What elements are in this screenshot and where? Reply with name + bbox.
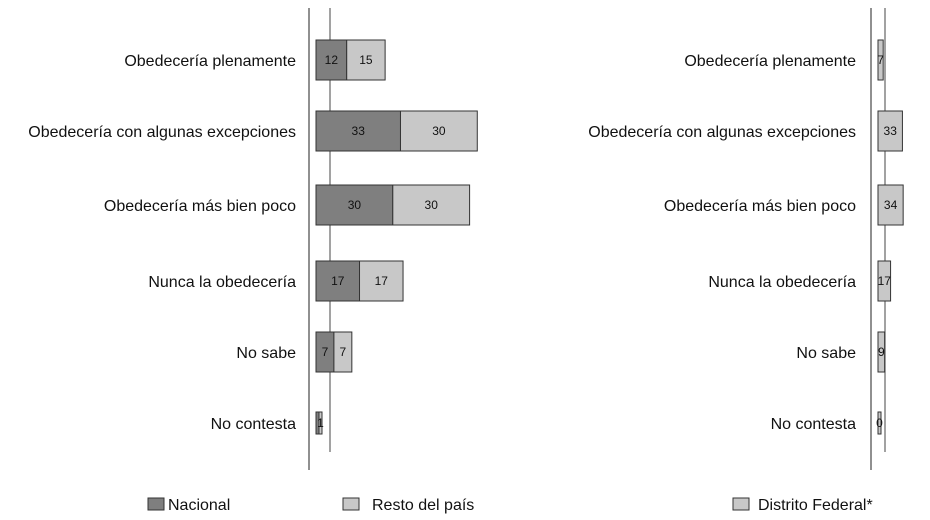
chart-panel-1: Obedecería plenamente 12 15 Obedecería con … bbox=[28, 8, 478, 514]
data-label: 34 bbox=[884, 198, 898, 212]
data-label: 30 bbox=[425, 198, 439, 212]
bar-nacional bbox=[315, 260, 361, 302]
data-label: 17 bbox=[331, 274, 345, 288]
category-label: Obedecería con algunas excepciones bbox=[588, 124, 856, 141]
bar-resto-del-pa-s bbox=[318, 411, 323, 435]
data-label: 30 bbox=[432, 124, 446, 138]
data-label: 9 bbox=[878, 345, 885, 359]
data-label: 7 bbox=[877, 53, 884, 67]
bar-distrito-federal- bbox=[877, 184, 904, 226]
bar-resto-del-pa-s bbox=[333, 331, 353, 373]
bar-nacional bbox=[315, 110, 401, 152]
category-label: Obedecería plenamente bbox=[124, 53, 296, 70]
legend-swatch bbox=[342, 497, 360, 511]
chart-panel-2: Obedecería plenamente 7 Obedecería con alg… bbox=[588, 8, 904, 514]
bar-distrito-federal- bbox=[877, 39, 884, 81]
bar-distrito-federal- bbox=[877, 260, 892, 302]
category-label: No sabe bbox=[796, 345, 856, 362]
legend-swatch bbox=[147, 497, 165, 511]
category-label: Obedecería con algunas excepciones bbox=[28, 124, 296, 141]
category-label: Obedecería más bien poco bbox=[664, 198, 856, 215]
data-label: 1 bbox=[317, 416, 324, 430]
data-label: 33 bbox=[352, 124, 366, 138]
data-label: 7 bbox=[340, 345, 347, 359]
bar-distrito-federal- bbox=[877, 411, 882, 435]
category-label: No contesta bbox=[211, 416, 296, 433]
data-label: 0 bbox=[876, 416, 883, 430]
bar-distrito-federal- bbox=[877, 331, 886, 373]
legend-label: Nacional bbox=[168, 497, 230, 514]
bar-resto-del-pa-s bbox=[346, 39, 386, 81]
category-label: Obedecería más bien poco bbox=[104, 198, 296, 215]
category-label: No sabe bbox=[236, 345, 296, 362]
legend-swatch bbox=[732, 497, 750, 511]
data-label: 7 bbox=[322, 345, 329, 359]
data-label: 33 bbox=[884, 124, 898, 138]
data-label: 30 bbox=[348, 198, 362, 212]
bar-distrito-federal- bbox=[877, 110, 903, 152]
data-label: 12 bbox=[325, 53, 339, 67]
category-label: Obedecería plenamente bbox=[684, 53, 856, 70]
legend-label: Distrito Federal* bbox=[758, 497, 873, 514]
category-label: Nunca la obedecería bbox=[148, 274, 296, 291]
legend-label: Resto del país bbox=[372, 497, 474, 514]
category-label: No contesta bbox=[771, 416, 856, 433]
data-label: 15 bbox=[359, 53, 373, 67]
data-label: 17 bbox=[878, 274, 892, 288]
category-label: Nunca la obedecería bbox=[708, 274, 856, 291]
bar-resto-del-pa-s bbox=[359, 260, 404, 302]
bar-resto-del-pa-s bbox=[392, 184, 471, 226]
data-label: 17 bbox=[375, 274, 389, 288]
bar-resto-del-pa-s bbox=[399, 110, 478, 152]
